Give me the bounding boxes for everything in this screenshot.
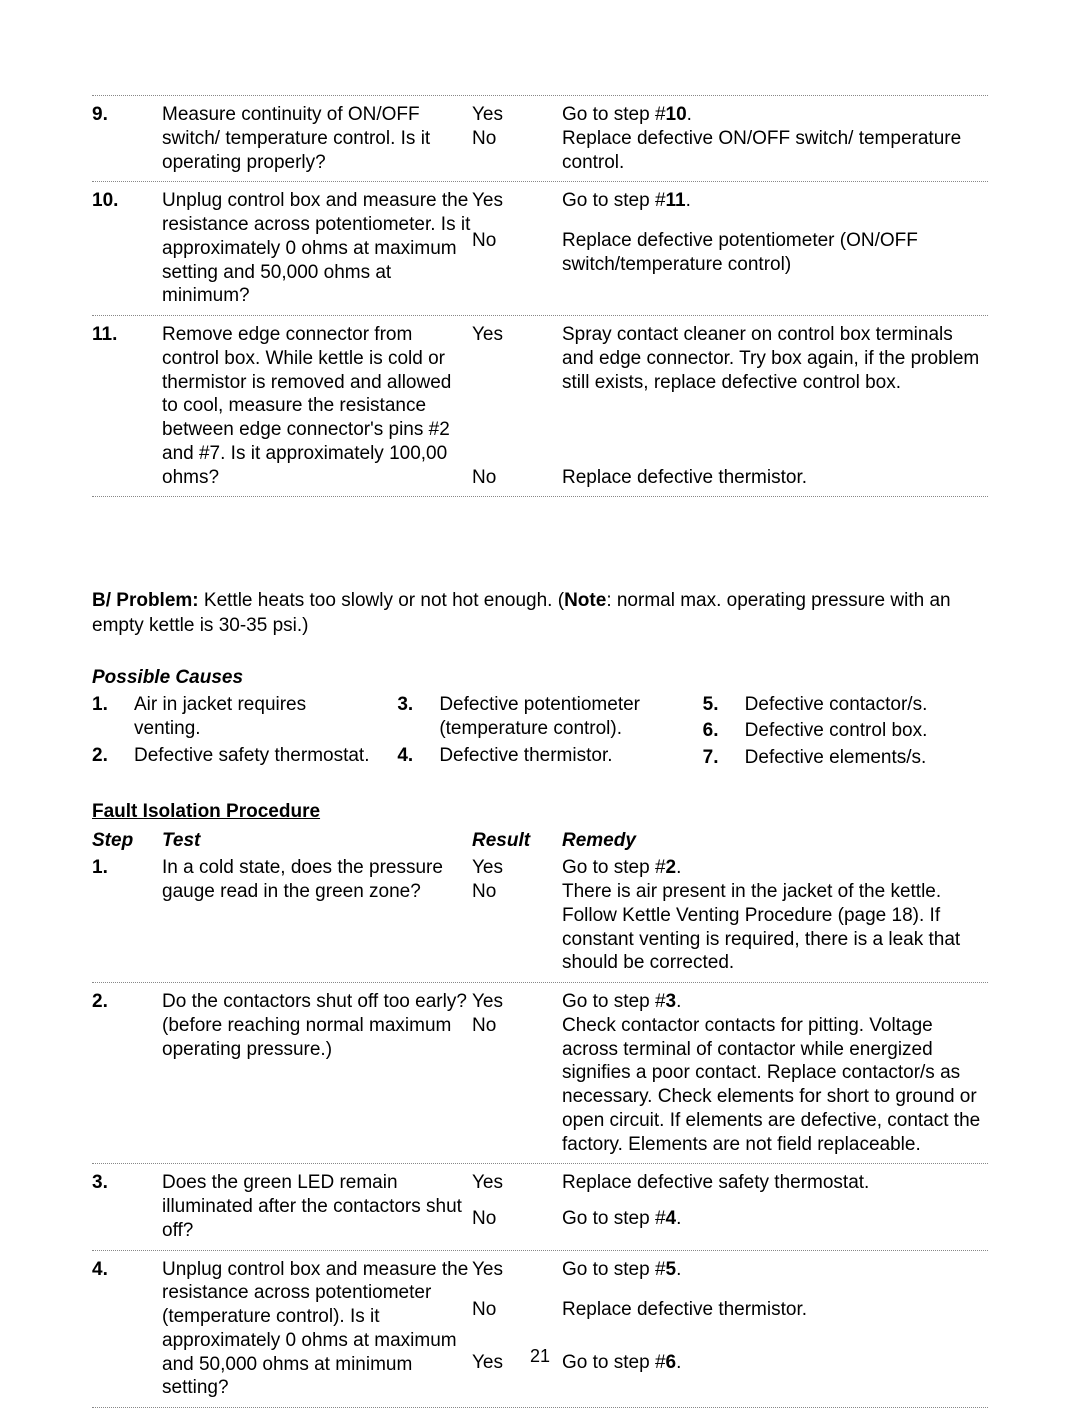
step-result: Yes [472,990,562,1014]
remedy-text: Go to step # [562,104,666,125]
step-result: Yes [472,856,562,880]
remedy-text: . [676,991,681,1012]
step-result: Yes [472,103,562,127]
cause-text: Defective control box. [745,719,928,744]
step-remedy: Go to step #3. [562,990,988,1014]
remedy-text: . [676,1259,681,1280]
problem-label: B/ Problem: [92,590,199,611]
remedy-text: Go to step # [562,1208,666,1229]
step-test: Does the green LED remain illuminated af… [162,1171,472,1242]
hdr-result: Result [472,829,562,857]
step-remedy: Replace defective thermistor. [562,448,988,490]
remedy-step: 10 [666,104,687,125]
remedy-step: 11 [666,190,686,211]
cause-num: 4. [397,744,439,769]
cause-num: 5. [703,693,745,718]
step-result: No [472,127,562,175]
step-remedy: Spray contact cleaner on control box ter… [562,323,988,448]
step-num: 10. [92,189,162,229]
step-remedy: Go to step #11. [562,189,988,229]
step-remedy: Replace defective ON/OFF switch/ tempera… [562,127,988,175]
step-num: 3. [92,1171,162,1207]
remedy-text: Go to step # [562,190,666,211]
cause-text: Defective contactor/s. [745,693,928,718]
step-result: Yes [472,189,562,229]
step-test: Unplug control box and measure the resis… [162,189,472,308]
step-result: Yes [472,1171,562,1207]
step-num: 1. [92,856,162,880]
fault-isolation-title: Fault Isolation Procedure [92,801,988,823]
step-remedy: There is air present in the jacket of th… [562,880,988,975]
remedy-text: . [676,1208,681,1229]
cause-text: Defective potentiometer (temperature con… [439,693,682,742]
step-remedy: Replace defective thermistor. [562,1298,988,1339]
cause-text: Defective thermistor. [439,744,612,769]
cause-num: 2. [92,744,134,769]
step-result: No [472,1014,562,1157]
remedy-text: . [686,190,691,211]
possible-causes-list: 1.Air in jacket requires venting. 2.Defe… [92,693,988,773]
step-remedy: Replace defective safety thermostat. [562,1171,988,1207]
step-num: 9. [92,103,162,127]
cause-num: 1. [92,693,134,742]
remedy-text: Go to step # [562,991,666,1012]
cause-text: Defective elements/s. [745,746,927,771]
step-remedy: Replace defective potentiometer (ON/OFF … [562,229,988,308]
hdr-test: Test [162,829,472,857]
fault-isolation-table: Step Test Result Remedy 1. In a cold sta… [92,829,988,1415]
problem-text: Kettle heats too slowly or not hot enoug… [199,590,564,611]
step-result: No [472,229,562,308]
problem-description: B/ Problem: Kettle heats too slowly or n… [92,589,988,638]
note-label: Note [564,590,606,611]
remedy-text: . [676,857,681,878]
step-remedy: Check contactor contacts for pitting. Vo… [562,1014,988,1157]
step-num: 4. [92,1258,162,1299]
step-result: No [472,1298,562,1339]
step-result: Yes [472,323,562,448]
remedy-step: 4 [666,1208,677,1229]
possible-causes-title: Possible Causes [92,667,988,689]
remedy-step: 5 [666,1259,677,1280]
step-remedy: Go to step #5. [562,1258,988,1299]
remedy-step: 2 [666,857,677,878]
step-test: In a cold state, does the pressure gauge… [162,856,472,975]
step-remedy: Go to step #4. [562,1207,988,1243]
cause-text: Air in jacket requires venting. [134,693,377,742]
step-num: 11. [92,323,162,448]
step-num: 2. [92,990,162,1014]
cause-text: Defective safety thermostat. [134,744,370,769]
cause-num: 3. [397,693,439,742]
top-fault-table: 9. Measure continuity of ON/OFF switch/ … [92,88,988,504]
page-number: 21 [0,1346,1080,1367]
remedy-text: Go to step # [562,857,666,878]
remedy-text: Go to step # [562,1259,666,1280]
step-test: Measure continuity of ON/OFF switch/ tem… [162,103,472,174]
cause-num: 6. [703,719,745,744]
step-remedy: Go to step #2. [562,856,988,880]
step-result: No [472,880,562,975]
step-result: No [472,448,562,490]
step-test: Unplug control box and measure the resis… [162,1258,472,1401]
remedy-text: . [687,104,692,125]
step-result: No [472,1207,562,1243]
cause-num: 7. [703,746,745,771]
step-test: Remove edge connector from control box. … [162,323,472,489]
step-test: Do the contactors shut off too early? (b… [162,990,472,1156]
hdr-remedy: Remedy [562,829,988,857]
step-remedy: Go to step #10. [562,103,988,127]
step-result: Yes [472,1258,562,1299]
hdr-step: Step [92,829,162,857]
remedy-step: 3 [666,991,677,1012]
